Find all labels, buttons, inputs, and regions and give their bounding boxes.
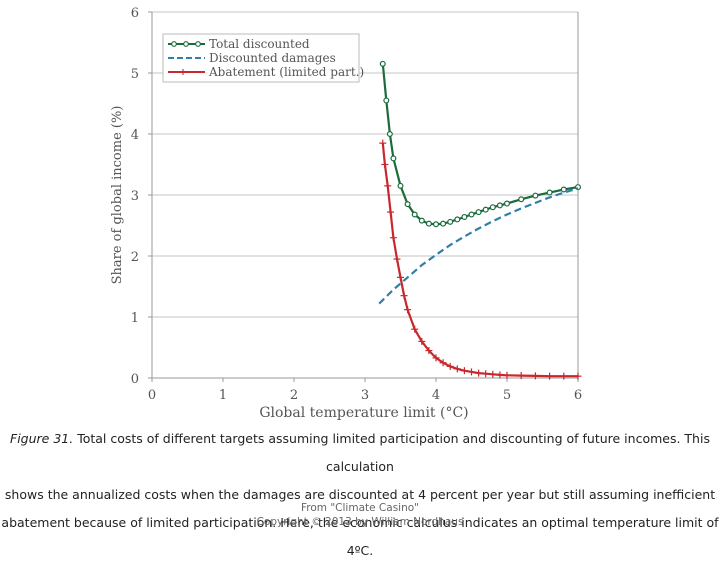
data-point: [482, 370, 490, 378]
y-tick-label: 5: [131, 67, 139, 82]
legend-item: Abatement (limited part.): [168, 65, 364, 79]
data-point: [411, 211, 418, 218]
data-point: [447, 218, 454, 225]
x-tick-label: 2: [290, 388, 298, 403]
legend-item: Discounted damages: [168, 51, 336, 65]
y-tick-label: 6: [131, 6, 139, 21]
caption-figure-label: Figure 31.: [10, 431, 74, 446]
credit-line-2: Copyright © 2013 by William Nordhaus: [256, 516, 464, 528]
x-tick-label: 4: [432, 388, 440, 403]
data-point: [461, 213, 468, 220]
data-point: [389, 234, 397, 242]
data-point: [454, 216, 461, 223]
data-point: [404, 306, 412, 314]
data-point: [504, 200, 511, 207]
data-point: [531, 372, 539, 380]
data-point: [482, 206, 489, 213]
legend-item: Total discounted: [168, 37, 310, 51]
data-point: [446, 362, 454, 370]
series-line: [378, 187, 579, 305]
data-point: [460, 367, 468, 375]
data-point: [574, 372, 582, 380]
series-total-discounted: [379, 60, 581, 228]
data-point: [468, 368, 475, 376]
data-point: [453, 365, 461, 373]
data-point: [425, 347, 433, 355]
data-point: [390, 155, 397, 162]
data-point: [397, 273, 404, 281]
data-point: [489, 204, 496, 211]
series-abatement-limited-part: [379, 139, 582, 380]
chart: 0 1 2 3 4 5 6 0 1 2 3 4 5 6 Global temperature limit…: [110, 6, 582, 421]
caption-line-1: Total costs of different targets assumin…: [73, 431, 710, 474]
data-point: [432, 354, 440, 362]
x-tick-label: 5: [503, 388, 511, 403]
data-point: [560, 186, 567, 193]
legend-marker: [171, 41, 177, 47]
y-tick-label: 3: [131, 189, 139, 204]
y-tick-label: 0: [131, 372, 139, 387]
caption-line-2: shows the annualized costs when the dama…: [4, 487, 716, 502]
figure-caption: Figure 31. Total costs of different targ…: [0, 425, 720, 565]
x-axis-label: Global temperature limit (°C): [259, 405, 468, 421]
data-point: [489, 370, 497, 378]
data-point: [393, 255, 401, 263]
data-point: [546, 189, 553, 196]
data-point: [381, 161, 389, 168]
data-point: [532, 192, 539, 199]
legend-label: Abatement (limited part.): [208, 65, 364, 79]
x-tick-labels: 0 1 2 3 4 5 6: [148, 378, 582, 403]
y-tick-label: 2: [131, 250, 139, 265]
data-point: [404, 201, 411, 208]
data-point: [475, 209, 482, 216]
legend-label: Discounted damages: [209, 51, 336, 65]
data-point: [386, 131, 393, 138]
data-point: [379, 60, 386, 67]
data-point: [468, 211, 475, 218]
data-point: [503, 371, 511, 379]
series-line: [381, 142, 578, 378]
data-point: [397, 182, 404, 189]
data-point: [384, 182, 392, 190]
legend-label: Total discounted: [209, 37, 310, 51]
data-point: [440, 220, 447, 227]
legend-marker: [195, 41, 201, 47]
data-point: [433, 221, 440, 228]
legend-marker: [183, 41, 189, 47]
y-tick-labels: 0 1 2 3 4 5 6: [131, 6, 152, 387]
data-point: [411, 325, 419, 333]
y-tick-label: 1: [131, 311, 139, 326]
x-tick-label: 6: [574, 388, 582, 403]
data-point: [379, 139, 387, 147]
data-point: [418, 337, 426, 345]
x-tick-label: 1: [219, 388, 227, 403]
data-point: [546, 372, 554, 380]
x-tick-label: 0: [148, 388, 156, 403]
y-axis-label: Share of global income (%): [110, 106, 125, 285]
data-point: [425, 220, 432, 227]
data-point: [418, 217, 425, 224]
data-point: [560, 372, 568, 380]
data-point: [400, 292, 408, 300]
data-point: [383, 97, 390, 104]
credit: From "Climate Casino" Copyright © 2013 b…: [0, 501, 720, 529]
data-point: [517, 372, 525, 380]
series-layer: [378, 60, 582, 380]
series-discounted-damages: [378, 187, 579, 305]
data-point: [475, 369, 483, 377]
y-tick-label: 4: [131, 128, 139, 143]
data-point: [496, 202, 503, 209]
series-line: [381, 63, 579, 226]
data-point: [439, 359, 447, 367]
x-tick-label: 3: [361, 388, 369, 403]
credit-line-1: From "Climate Casino": [301, 502, 419, 514]
data-point: [518, 196, 525, 203]
data-point: [496, 371, 504, 379]
data-point: [387, 208, 395, 216]
